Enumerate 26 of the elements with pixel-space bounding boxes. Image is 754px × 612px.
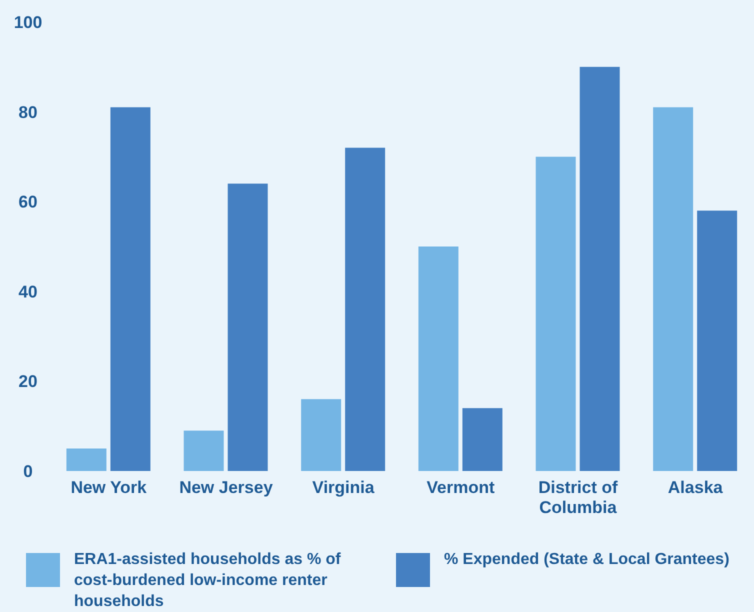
y-tick-label: 0 <box>23 462 33 482</box>
bar <box>418 246 458 471</box>
bar <box>228 184 268 471</box>
x-tick-label: Alaska <box>668 478 724 497</box>
y-tick-label: 80 <box>18 102 38 122</box>
x-tick-label: New Jersey <box>179 478 274 497</box>
y-tick-label: 100 <box>14 13 42 32</box>
x-tick-label: New York <box>70 478 148 497</box>
bar <box>653 107 694 471</box>
bar <box>536 156 576 471</box>
bar <box>345 148 386 471</box>
bar <box>301 399 342 471</box>
bar <box>697 210 738 471</box>
bar <box>184 430 224 471</box>
x-tick-label: Vermont <box>426 478 496 497</box>
legend-label: % Expended (State & Local Grantees) <box>444 550 730 570</box>
y-tick-label: 20 <box>18 372 38 392</box>
y-tick-label: 60 <box>18 192 38 212</box>
legend-label: ERA1-assisted households as % of cost-burdened low-income renter households <box>74 550 342 612</box>
bar <box>66 448 106 471</box>
bar <box>580 66 620 471</box>
x-tick-label: District of Columbia <box>538 478 618 517</box>
bar <box>462 408 502 471</box>
x-tick-label: Virginia <box>312 478 375 497</box>
bar <box>110 107 150 471</box>
y-tick-label: 40 <box>18 282 38 302</box>
